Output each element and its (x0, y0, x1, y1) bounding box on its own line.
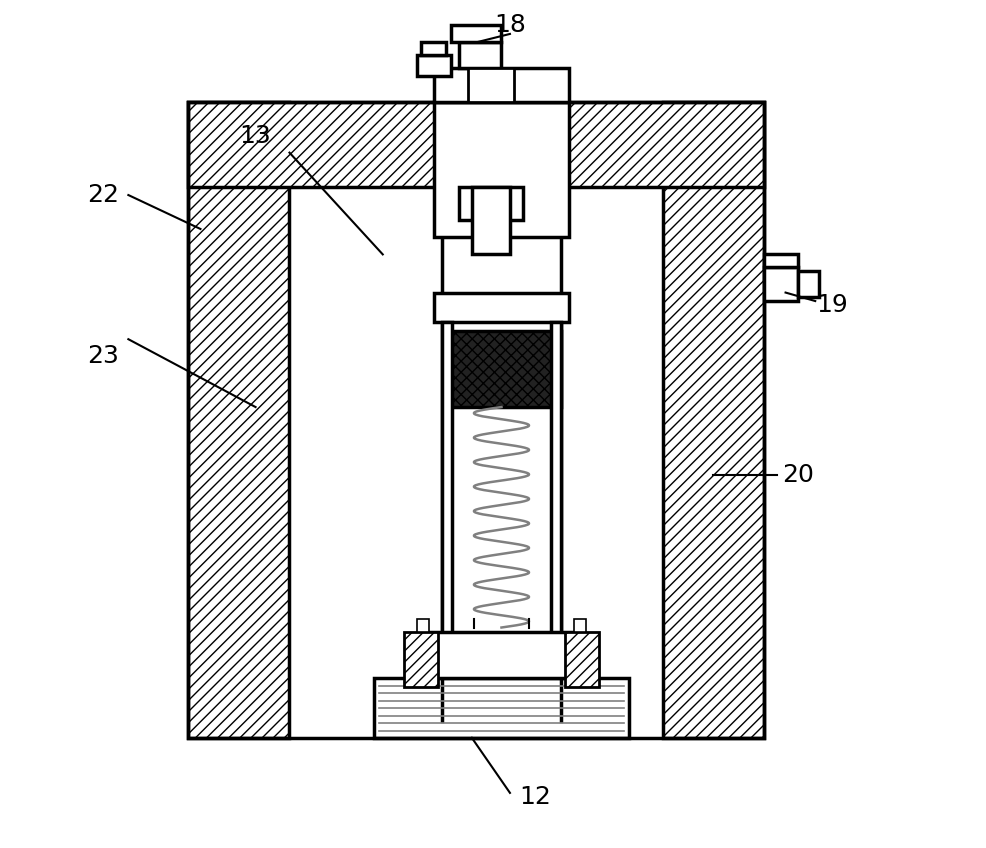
Text: 18: 18 (494, 14, 526, 37)
Text: 22: 22 (87, 183, 119, 207)
Bar (764, 267, 799, 301)
Bar (187, 102, 290, 738)
Bar (187, 102, 764, 187)
Bar (574, 619, 587, 632)
Bar (442, 322, 453, 661)
Bar (471, 187, 510, 254)
Bar (404, 632, 438, 687)
Bar (434, 293, 569, 322)
Bar (417, 619, 429, 632)
Bar (417, 55, 451, 76)
Bar (375, 678, 629, 738)
Bar (764, 254, 799, 267)
Text: 20: 20 (782, 463, 814, 487)
Bar (187, 102, 764, 738)
Bar (459, 187, 523, 220)
Bar (459, 42, 502, 68)
Text: 19: 19 (816, 293, 848, 317)
Bar (421, 42, 447, 55)
Bar (467, 68, 515, 102)
Bar (425, 632, 578, 678)
Text: 13: 13 (240, 124, 271, 148)
Bar (447, 331, 561, 407)
Text: 12: 12 (520, 785, 551, 809)
Bar (290, 187, 663, 738)
Bar (550, 322, 561, 661)
Bar (799, 271, 819, 297)
Bar (434, 68, 569, 102)
Bar (663, 102, 764, 738)
Bar (451, 25, 502, 42)
Text: 23: 23 (87, 344, 119, 368)
Bar (434, 102, 569, 237)
Bar (565, 632, 599, 687)
